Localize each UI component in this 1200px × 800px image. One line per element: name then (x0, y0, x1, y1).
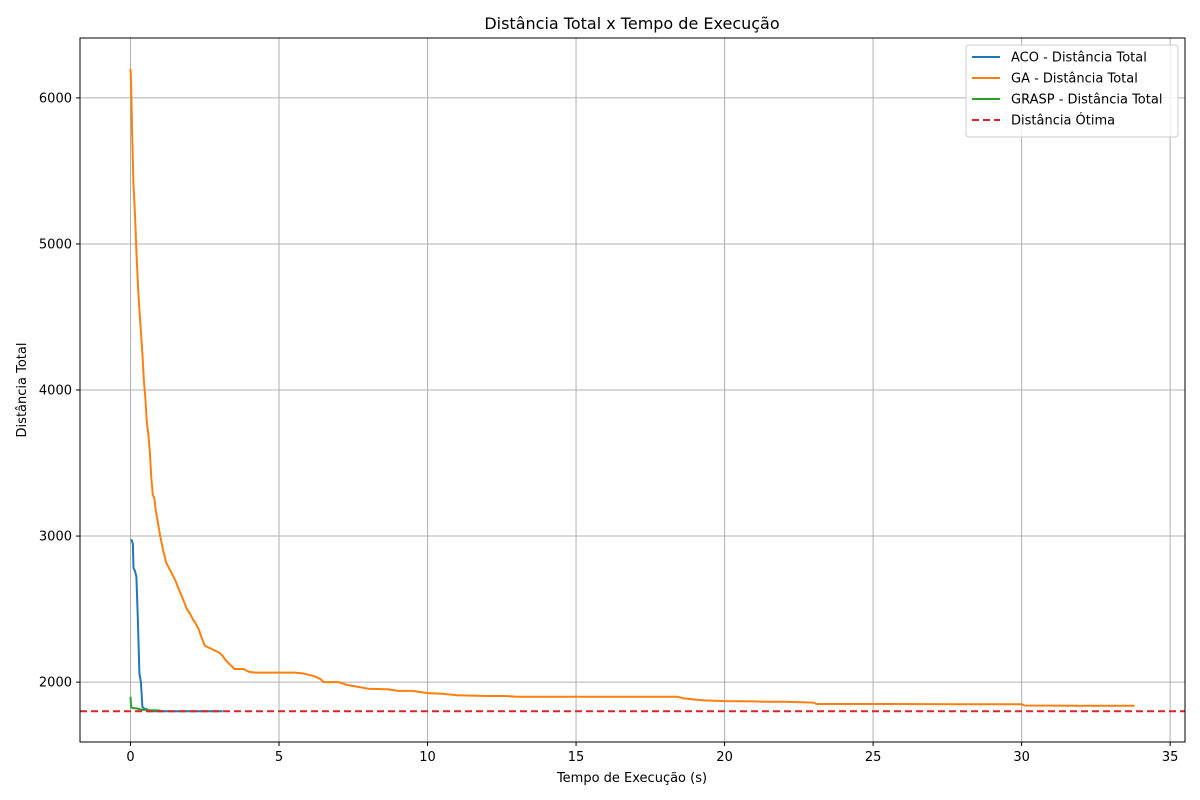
legend-label-0: ACO - Distância Total (1011, 51, 1147, 66)
x-tick-label: 20 (716, 750, 733, 765)
legend: ACO - Distância Total GA - Distância Tota… (965, 44, 1179, 138)
x-tick-label: 10 (419, 750, 436, 765)
plot-series (80, 68, 1185, 713)
x-tick-label: 30 (1013, 750, 1030, 765)
legend-label-1: GA - Distância Total (1011, 72, 1138, 87)
series-line-1 (129, 68, 1135, 707)
x-tick-label: 35 (1162, 750, 1179, 765)
y-tick-label: 4000 (39, 384, 72, 399)
x-axis-label: Tempo de Execução (s) (556, 771, 707, 786)
grid-lines (80, 38, 1185, 742)
chart-title: Distância Total x Tempo de Execução (484, 14, 779, 33)
axis-ticks: 0 5 10 15 20 25 30 35 2000 3000 4000 5000 6000 (39, 91, 1179, 765)
legend-box (965, 44, 1179, 138)
legend-label-3: Distância Ótima (1011, 113, 1115, 129)
x-tick-label: 25 (865, 750, 882, 765)
y-tick-label: 3000 (39, 530, 72, 545)
x-tick-label: 0 (126, 750, 134, 765)
y-tick-label: 5000 (39, 237, 72, 252)
y-axis-label: Distância Total (15, 343, 30, 438)
series-line-2 (129, 696, 163, 713)
legend-label-2: GRASP - Distância Total (1011, 93, 1162, 108)
x-tick-label: 15 (568, 750, 585, 765)
y-tick-label: 6000 (39, 91, 72, 106)
x-tick-label: 5 (275, 750, 283, 765)
y-tick-label: 2000 (39, 676, 72, 691)
